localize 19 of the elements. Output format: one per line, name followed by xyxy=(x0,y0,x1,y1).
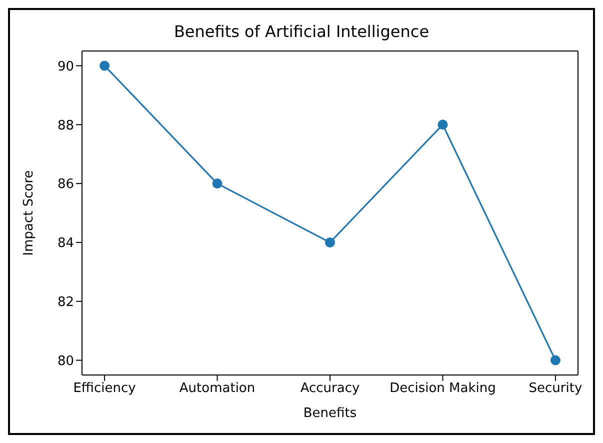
x-tick-label: Accuracy xyxy=(300,381,360,396)
point xyxy=(212,178,222,189)
point xyxy=(550,355,560,366)
point xyxy=(325,237,335,248)
y-tick-label: 84 xyxy=(57,236,74,252)
x-tick-label: Decision Making xyxy=(390,381,496,396)
chart-title: Benefits of Artificial Intelligence xyxy=(172,22,430,43)
y-tick-label: 88 xyxy=(57,118,74,134)
y-tick-label: 80 xyxy=(57,354,74,369)
x-tick-label: Automation xyxy=(179,381,256,396)
y-axis-title: Impact Score xyxy=(22,170,37,256)
point xyxy=(438,120,448,130)
x-tick-label: Security xyxy=(528,381,582,396)
y-tick-label: 82 xyxy=(57,294,74,310)
x-tick-label: Efficiency xyxy=(73,381,136,396)
x-axis-title: Benefits xyxy=(303,406,357,421)
y-tick-label: 86 xyxy=(57,177,74,192)
y-tick-label: 90 xyxy=(57,59,74,74)
point xyxy=(100,60,110,71)
